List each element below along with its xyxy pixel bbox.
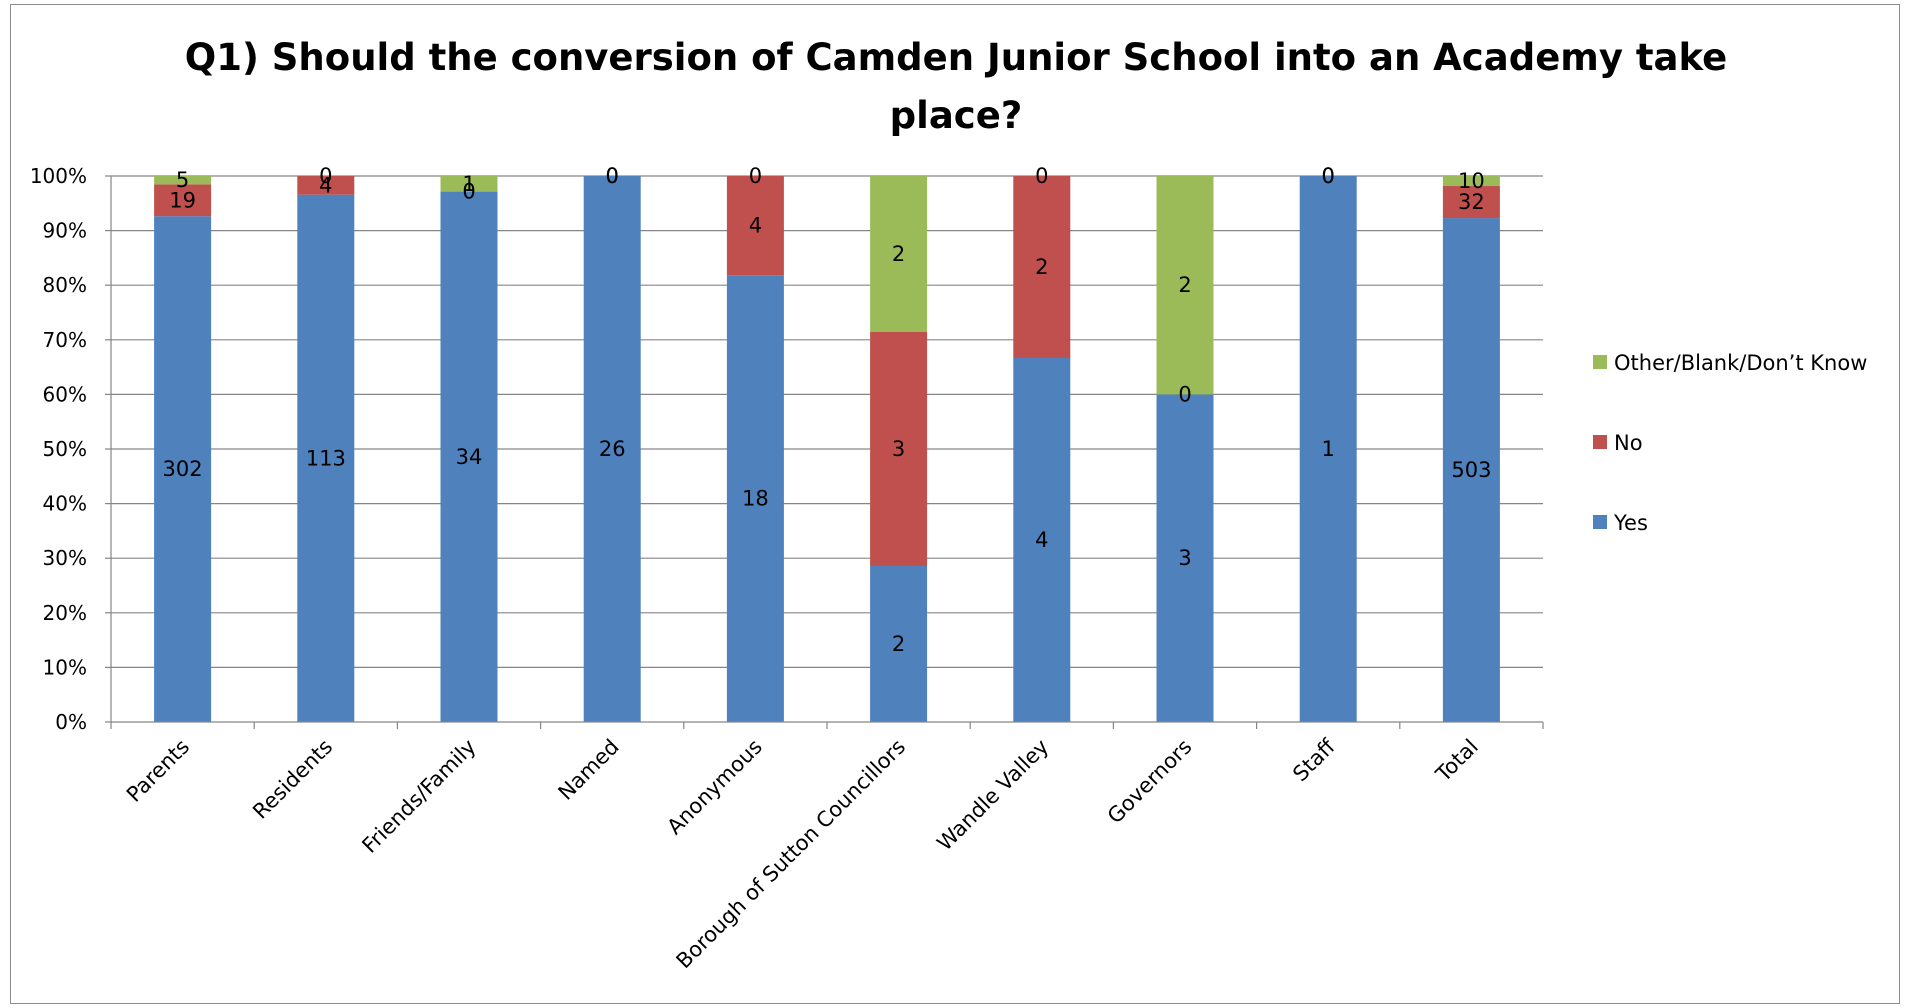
data-label: 5 — [176, 168, 189, 192]
y-tick-label: 30% — [43, 546, 87, 570]
data-label: 302 — [163, 457, 203, 481]
legend-swatch — [1593, 355, 1607, 369]
data-label: 0 — [319, 164, 332, 188]
category-label: Named — [554, 735, 624, 805]
category-label: Residents — [248, 735, 337, 824]
data-label: 2 — [892, 632, 905, 656]
data-label: 3 — [1178, 546, 1191, 570]
legend-label: Yes — [1613, 511, 1648, 535]
legend-swatch — [1593, 435, 1607, 449]
category-label: Anonymous — [662, 735, 767, 840]
data-label: 34 — [456, 445, 483, 469]
y-tick-label: 50% — [43, 437, 87, 461]
y-tick-label: 60% — [43, 382, 87, 406]
legend: Other/Blank/Don’t Know No Yes — [1593, 351, 1867, 535]
category-label: Total — [1431, 735, 1483, 787]
category-label: Parents — [122, 735, 194, 807]
data-label: 2 — [892, 242, 905, 266]
category-label: Borough of Sutton Councillors — [672, 735, 911, 974]
data-label: 4 — [749, 214, 762, 238]
chart-title-line-2: place? — [890, 94, 1023, 137]
y-tick-label: 90% — [43, 219, 87, 243]
data-label: 503 — [1451, 458, 1491, 482]
category-label: Governors — [1103, 735, 1197, 829]
data-label: 2 — [1035, 255, 1048, 279]
data-label: 0 — [749, 164, 762, 188]
chart-title: Q1) Should the conversion of Camden Juni… — [185, 36, 1727, 137]
legend-swatch — [1593, 515, 1607, 529]
data-label: 1 — [1322, 437, 1335, 461]
data-label: 26 — [599, 437, 626, 461]
data-label: 2 — [1178, 273, 1191, 297]
data-label: 0 — [1178, 382, 1191, 406]
data-label: 4 — [1035, 528, 1048, 552]
y-tick-label: 100% — [30, 164, 87, 188]
category-label: Staff — [1288, 734, 1340, 786]
data-label: 0 — [606, 164, 619, 188]
data-label: 10 — [1458, 169, 1485, 193]
category-label: Wandle Valley — [932, 735, 1053, 856]
data-label: 18 — [742, 487, 769, 511]
y-tick-label: 70% — [43, 328, 87, 352]
chart-title-line-1: Q1) Should the conversion of Camden Juni… — [185, 36, 1727, 79]
data-label: 0 — [1035, 164, 1048, 188]
legend-label: No — [1614, 431, 1643, 455]
y-tick-label: 10% — [43, 655, 87, 679]
data-label: 1 — [462, 172, 475, 196]
y-tick-label: 40% — [43, 492, 87, 516]
data-labels: 3021951134034012600184023242030210050332… — [163, 164, 1492, 656]
data-label: 32 — [1458, 190, 1485, 214]
category-label: Friends/Family — [357, 735, 480, 858]
data-label: 3 — [892, 437, 905, 461]
y-tick-label: 20% — [43, 601, 87, 625]
data-label: 0 — [1322, 164, 1335, 188]
y-tick-label: 0% — [55, 710, 87, 734]
y-tick-label: 80% — [43, 273, 87, 297]
data-label: 113 — [306, 446, 346, 470]
legend-label: Other/Blank/Don’t Know — [1614, 351, 1867, 375]
